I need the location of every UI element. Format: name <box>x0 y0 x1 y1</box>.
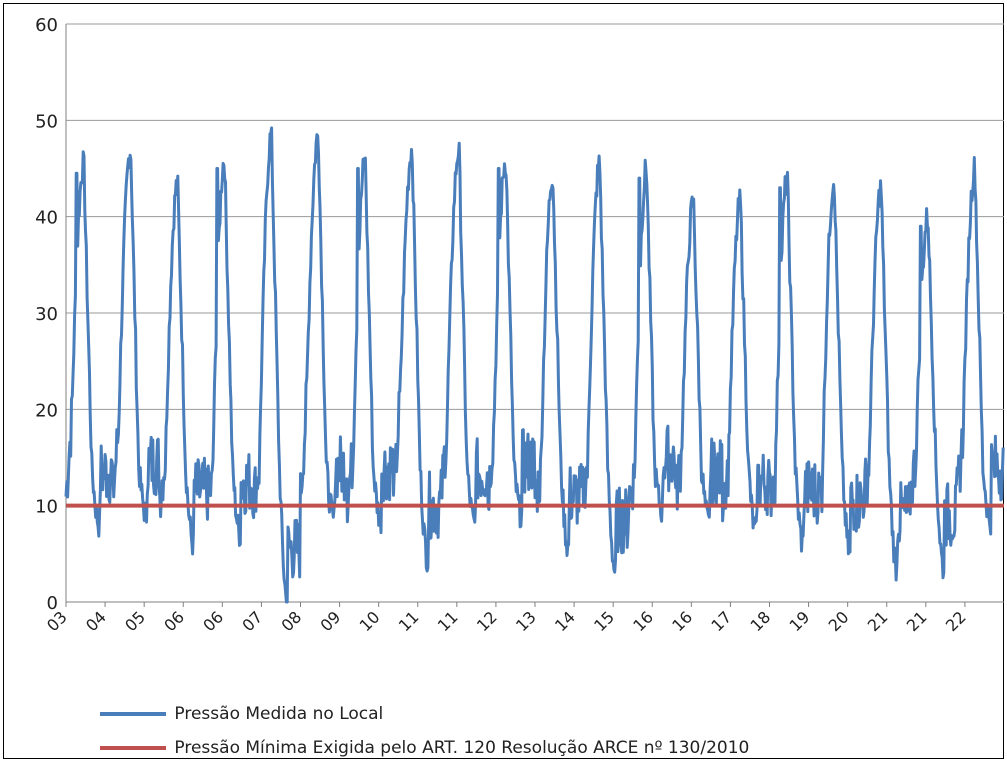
measured-pressure-line <box>64 126 1005 604</box>
x-tick-label: 06 <box>199 607 227 635</box>
x-tick-label: 14 <box>551 607 579 635</box>
x-tick-label: 11 <box>434 607 462 635</box>
x-tick-label: 19 <box>786 607 814 635</box>
x-tick-label: 12 <box>473 607 501 635</box>
x-tick-label: 08 <box>277 607 305 635</box>
legend-label-minimum: Pressão Mínima Exigida pelo ART. 120 Res… <box>174 738 750 758</box>
x-tick-label: 16 <box>629 607 657 635</box>
x-tick-label: 10 <box>356 607 384 635</box>
x-tick-label: 16 <box>668 607 696 635</box>
y-tick-label: 10 <box>35 497 58 518</box>
x-tick-label: 06 <box>160 607 188 635</box>
x-tick-label: 09 <box>317 607 345 635</box>
legend-item-measured-pressure: Pressão Medida no Local <box>100 704 383 724</box>
x-tick-label: 05 <box>121 607 149 635</box>
y-tick-label: 20 <box>35 400 58 421</box>
chart-frame: 0 10 20 30 40 50 60 03 04 05 06 06 07 08 09 10 11 11 12 13 1… <box>3 3 1005 759</box>
x-tick-label: 07 <box>238 607 266 635</box>
x-tick-label: 17 <box>707 607 735 635</box>
x-tick-label: 11 <box>395 607 423 635</box>
x-tick-label: 13 <box>512 607 540 635</box>
y-tick-label: 50 <box>35 111 58 132</box>
x-tick-label: 21 <box>864 607 892 635</box>
y-tick-label: 40 <box>35 208 58 229</box>
legend-swatch-minimum <box>100 746 166 750</box>
y-tick-label: 30 <box>35 304 58 325</box>
x-tick-label: 21 <box>903 607 931 635</box>
legend-label-measured: Pressão Medida no Local <box>174 704 384 724</box>
x-tick-label: 15 <box>590 607 618 635</box>
x-tick-label: 20 <box>825 607 853 635</box>
legend-item-minimum-pressure: Pressão Mínima Exigida pelo ART. 120 Res… <box>100 738 749 758</box>
y-tick-label: 60 <box>35 15 58 36</box>
y-tick-label: 0 <box>47 593 58 614</box>
x-tick-label: 04 <box>82 607 110 635</box>
x-tick-label: 22 <box>942 607 970 635</box>
x-tick-label: 18 <box>746 607 774 635</box>
legend-swatch-measured <box>100 712 166 716</box>
